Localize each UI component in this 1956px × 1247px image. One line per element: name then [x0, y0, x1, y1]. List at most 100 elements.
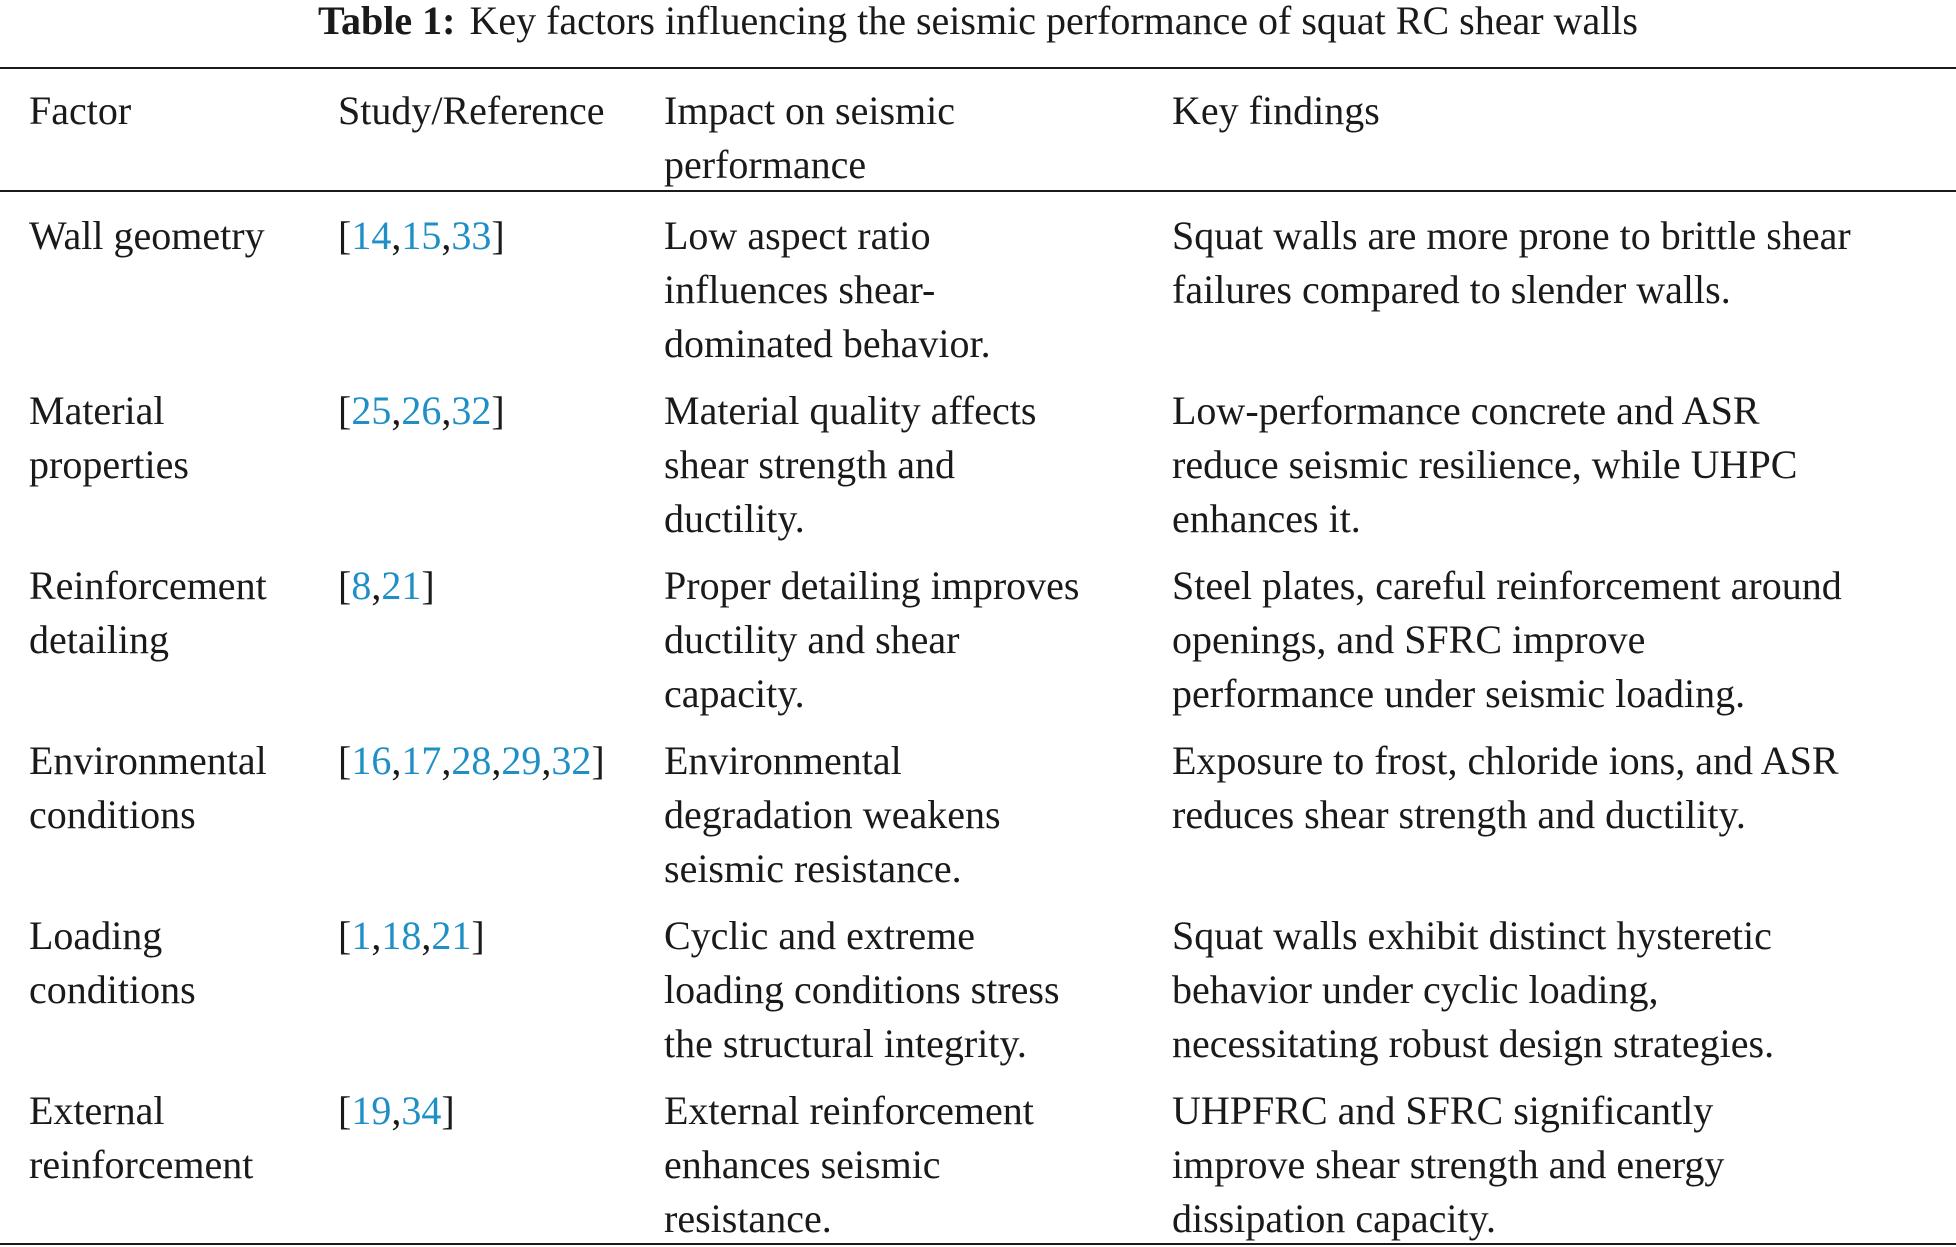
reference-separator: , — [391, 213, 402, 258]
reference-cell: [19,34] — [338, 1084, 455, 1138]
reference-link[interactable]: 34 — [401, 1088, 442, 1133]
reference-separator: , — [541, 738, 552, 783]
reference-separator: , — [441, 388, 452, 433]
factor-text: Environmental — [29, 738, 267, 783]
table-top-rule — [0, 67, 1956, 69]
impact-text: loading conditions stress — [664, 967, 1060, 1012]
factor-text: Loading — [29, 913, 163, 958]
reference-link[interactable]: 8 — [351, 563, 372, 608]
impact-text: Material quality affects — [664, 388, 1037, 433]
header-text: performance — [664, 142, 867, 187]
factor-text: Material — [29, 388, 165, 433]
reference-separator: , — [371, 563, 382, 608]
findings-cell: Exposure to frost, chloride ions, and AS… — [1172, 734, 1839, 842]
factor-cell: Reinforcement detailing — [29, 559, 267, 667]
factor-text: External — [29, 1088, 165, 1133]
header-text: Factor — [29, 88, 132, 133]
reference-link[interactable]: 21 — [431, 913, 472, 958]
reference-link[interactable]: 32 — [451, 388, 492, 433]
header-reference: Study/Reference — [338, 84, 605, 138]
findings-text: improve shear strength and energy — [1172, 1142, 1725, 1187]
impact-text: dominated behavior. — [664, 321, 991, 366]
reference-bracket: [ — [338, 563, 352, 608]
findings-text: Steel plates, careful reinforcement arou… — [1172, 563, 1842, 608]
factor-text: conditions — [29, 967, 196, 1012]
factor-cell: Environmental conditions — [29, 734, 267, 842]
reference-bracket: ] — [591, 738, 605, 783]
findings-text: reduces shear strength and ductility. — [1172, 792, 1746, 837]
header-factor: Factor — [29, 84, 131, 138]
factor-cell: Wall geometry — [29, 209, 265, 263]
reference-link[interactable]: 16 — [351, 738, 392, 783]
reference-separator: , — [441, 738, 452, 783]
impact-cell: Environmental degradation weakens seismic … — [664, 734, 1001, 896]
reference-link[interactable]: 25 — [351, 388, 392, 433]
impact-text: Low aspect ratio — [664, 213, 931, 258]
findings-text: Low-performance concrete and ASR — [1172, 388, 1760, 433]
factor-text: conditions — [29, 792, 196, 837]
impact-text: degradation weakens — [664, 792, 1001, 837]
reference-link[interactable]: 29 — [501, 738, 542, 783]
reference-separator: , — [391, 1088, 402, 1133]
reference-bracket: [ — [338, 913, 352, 958]
reference-bracket: [ — [338, 1088, 352, 1133]
reference-separator: , — [441, 213, 452, 258]
impact-cell: Material quality affects shear strength a… — [664, 384, 1036, 546]
reference-separator: , — [491, 738, 502, 783]
findings-cell: UHPFRC and SFRC significantly improve she… — [1172, 1084, 1724, 1246]
impact-cell: Cyclic and extreme loading conditions str… — [664, 909, 1060, 1071]
reference-bracket: [ — [338, 388, 352, 433]
impact-cell: Low aspect ratio influences shear-dominat… — [664, 209, 991, 371]
table-bottom-rule — [0, 1243, 1956, 1245]
reference-link[interactable]: 15 — [401, 213, 442, 258]
impact-cell: External reinforcement enhances seismic re… — [664, 1084, 1034, 1246]
findings-cell: Low-performance concrete and ASR reduce s… — [1172, 384, 1797, 546]
reference-link[interactable]: 1 — [351, 913, 372, 958]
findings-text: dissipation capacity. — [1172, 1196, 1496, 1241]
impact-text: enhances seismic — [664, 1142, 941, 1187]
factor-text: detailing — [29, 617, 169, 662]
findings-text: Exposure to frost, chloride ions, and AS… — [1172, 738, 1839, 783]
reference-link[interactable]: 26 — [401, 388, 442, 433]
findings-text: failures compared to slender walls. — [1172, 267, 1731, 312]
reference-link[interactable]: 17 — [401, 738, 442, 783]
factor-text: properties — [29, 442, 189, 487]
table-caption-label: Table 1: — [318, 0, 456, 43]
findings-text: performance under seismic loading. — [1172, 671, 1746, 716]
findings-text: necessitating robust design strategies. — [1172, 1021, 1775, 1066]
impact-text: seismic resistance. — [664, 846, 962, 891]
factor-text: reinforcement — [29, 1142, 254, 1187]
reference-bracket: ] — [471, 913, 485, 958]
impact-text: ductility and shear — [664, 617, 960, 662]
reference-link[interactable]: 19 — [351, 1088, 392, 1133]
findings-text: Squat walls exhibit distinct hysteretic — [1172, 913, 1772, 958]
findings-text: behavior under cyclic loading, — [1172, 967, 1659, 1012]
reference-link[interactable]: 21 — [381, 563, 422, 608]
table-caption-text: Key factors influencing the seismic perf… — [469, 0, 1638, 43]
reference-link[interactable]: 32 — [551, 738, 592, 783]
findings-text: openings, and SFRC improve — [1172, 617, 1646, 662]
impact-text: influences shear- — [664, 267, 936, 312]
factor-text: Wall geometry — [29, 213, 265, 258]
header-impact: Impact on seismic performance — [664, 84, 955, 192]
reference-link[interactable]: 14 — [351, 213, 392, 258]
reference-link[interactable]: 28 — [451, 738, 492, 783]
impact-cell: Proper detailing improves ductility and s… — [664, 559, 1079, 721]
reference-bracket: ] — [421, 563, 435, 608]
impact-text: resistance. — [664, 1196, 832, 1241]
factor-text: Reinforcement — [29, 563, 267, 608]
findings-cell: Steel plates, careful reinforcement arou… — [1172, 559, 1842, 721]
impact-text: capacity. — [664, 671, 805, 716]
findings-text: reduce seismic resilience, while UHPC — [1172, 442, 1798, 487]
reference-link[interactable]: 33 — [451, 213, 492, 258]
factor-cell: Material properties — [29, 384, 189, 492]
impact-text: Cyclic and extreme — [664, 913, 975, 958]
header-text: Study/Reference — [338, 88, 605, 133]
findings-text: enhances it. — [1172, 496, 1361, 541]
reference-bracket: ] — [491, 388, 505, 433]
reference-bracket: ] — [441, 1088, 455, 1133]
reference-link[interactable]: 18 — [381, 913, 422, 958]
impact-text: the structural integrity. — [664, 1021, 1027, 1066]
reference-bracket: ] — [491, 213, 505, 258]
impact-text: External reinforcement — [664, 1088, 1034, 1133]
